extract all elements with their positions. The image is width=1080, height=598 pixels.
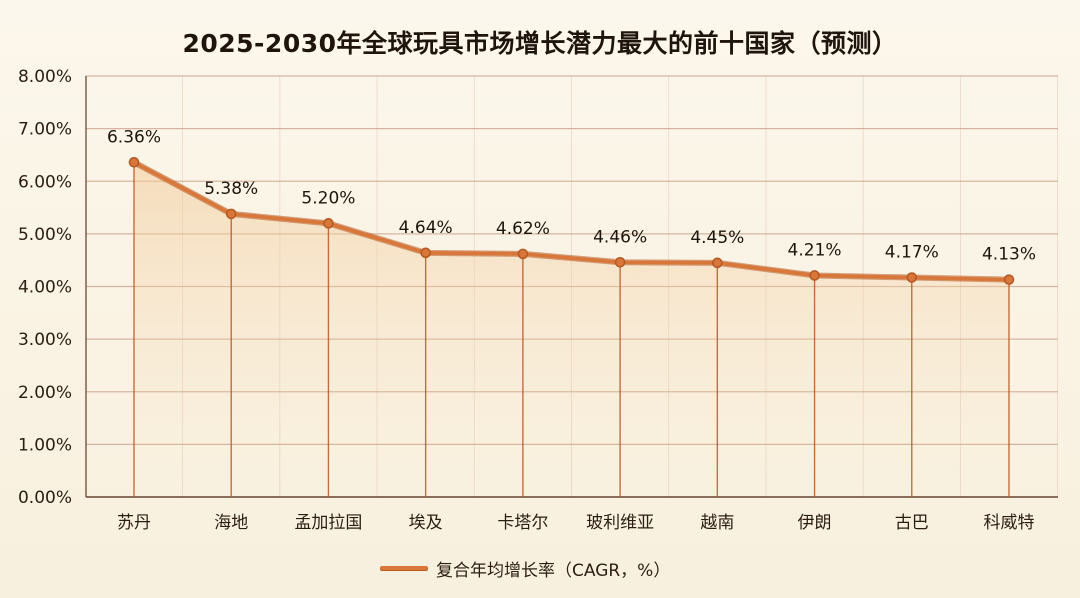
data-point-8 [906, 272, 918, 283]
data-point-1 [225, 208, 237, 220]
y-tick-label: 3.00% [18, 330, 72, 350]
y-axis-ticks: 0.00% 1.00% 2.00% 3.00% 4.00% 5.00% 6.00% 7.00%… [18, 67, 72, 508]
data-label-8: 4.17% [885, 243, 939, 263]
series-line [132, 160, 1011, 282]
y-tick-label: 0.00% [18, 488, 72, 508]
y-tick-label: 6.00% [18, 172, 72, 192]
data-label-2: 5.20% [301, 188, 355, 208]
x-tick-label-8: 古巴 [895, 513, 929, 533]
data-label-6: 4.45% [690, 228, 744, 248]
data-label-9: 4.13% [982, 245, 1036, 265]
legend: 复合年均增长率（CAGR，%） [380, 556, 671, 581]
legend-label: 复合年均增长率（CAGR，%） [436, 560, 671, 581]
x-tick-label-4: 卡塔尔 [497, 513, 548, 533]
data-label-3: 4.64% [399, 218, 453, 238]
data-label-0: 6.36% [107, 127, 161, 147]
x-tick-label-2: 孟加拉国 [294, 513, 362, 533]
y-tick-label: 4.00% [18, 278, 72, 298]
x-tick-label-9: 科威特 [984, 513, 1035, 533]
area-under-line [134, 162, 1009, 497]
y-tick-label: 1.00% [18, 435, 72, 455]
data-points [128, 157, 1015, 285]
data-label-1: 5.38% [204, 179, 258, 199]
data-point-3 [420, 247, 431, 259]
data-label-7: 4.21% [788, 240, 842, 260]
x-tick-label-6: 越南 [700, 513, 734, 533]
data-labels: 6.36% 5.38% 5.20% 4.64% 4.62% 4.46% 4.45% 4.21%… [107, 127, 1036, 264]
x-tick-label-5: 玻利维亚 [586, 513, 654, 533]
data-label-5: 4.46% [593, 227, 647, 247]
y-tick-label: 2.00% [18, 383, 72, 403]
y-tick-label: 7.00% [18, 120, 72, 140]
x-tick-label-7: 伊朗 [798, 513, 832, 533]
area-fill [134, 162, 1009, 497]
x-tick-label-1: 海地 [214, 513, 248, 533]
data-point-4 [517, 248, 529, 260]
data-point-7 [809, 270, 820, 281]
y-tick-label: 5.00% [18, 225, 72, 245]
drop-lines [133, 162, 1010, 497]
x-tick-label-3: 埃及 [409, 513, 443, 533]
x-axis-ticks: 苏丹 海地 孟加拉国 埃及 卡塔尔 玻利维亚 越南 伊朗 古巴 科威特 [117, 513, 1035, 533]
data-label-4: 4.62% [496, 219, 550, 239]
legend-swatch [380, 566, 428, 570]
chart-title: 2025-2030年全球玩具市场增长潜力最大的前十国家（预测） [182, 29, 898, 58]
data-point-0 [128, 157, 140, 168]
data-point-5 [614, 256, 626, 268]
y-tick-label: 8.00% [18, 67, 72, 87]
series-line [131, 159, 1012, 283]
x-tick-label-0: 苏丹 [117, 513, 151, 533]
data-point-9 [1003, 274, 1015, 285]
data-point-2 [323, 218, 334, 229]
data-point-6 [712, 257, 723, 269]
